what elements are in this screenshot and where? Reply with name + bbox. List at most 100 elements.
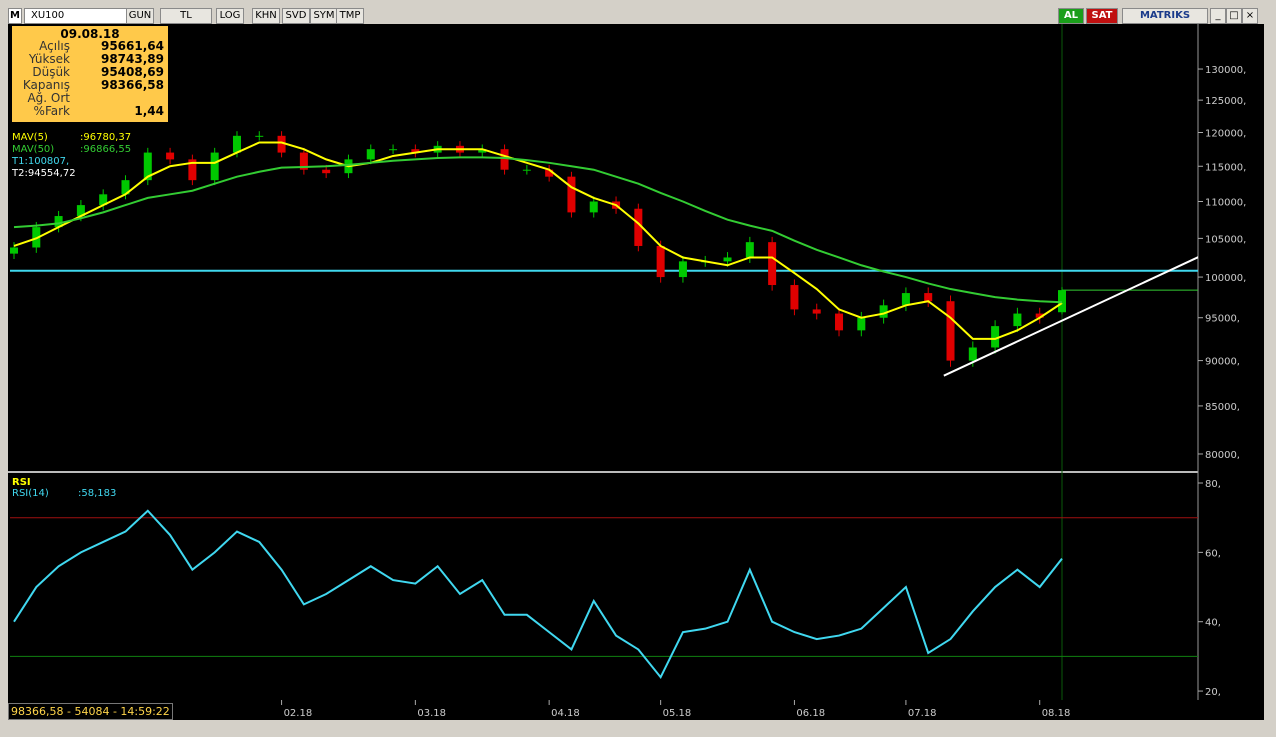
toolbar-button[interactable]: SYM — [310, 8, 338, 24]
candle-body — [54, 216, 63, 228]
y-tick-label: 20, — [1205, 687, 1221, 698]
candle-body — [1058, 290, 1066, 313]
candle-body — [924, 293, 933, 302]
x-tick-label: 04.18 — [551, 708, 580, 719]
y-tick-label: 100000, — [1205, 273, 1246, 284]
x-tick-label: 05.18 — [663, 708, 692, 719]
info-label: Yüksek — [28, 52, 70, 66]
info-row: Kapanış 98366,58 — [12, 79, 168, 92]
info-label: %Fark — [33, 104, 70, 118]
candle-body — [857, 317, 866, 331]
y-tick-label: 90000, — [1205, 357, 1240, 368]
x-tick-label: 08.18 — [1042, 708, 1071, 719]
info-box: 09.08.18 Açılış 95661,64 Yüksek 98743,89 Düş… — [12, 26, 168, 122]
candle-body — [1035, 313, 1044, 318]
candle-body — [901, 293, 910, 306]
toolbar-button[interactable]: TMP — [336, 8, 364, 24]
candle-body — [277, 135, 286, 153]
candle-body — [166, 152, 175, 160]
y-tick-label: 95000, — [1205, 314, 1240, 325]
info-label: Kapanış — [22, 78, 70, 92]
info-label: Ağ. Ort — [27, 91, 70, 105]
annotation: T2:94554,72 — [11, 168, 76, 179]
candle-body — [366, 149, 375, 160]
candle-body — [299, 152, 308, 170]
candle-body — [411, 149, 420, 153]
info-row: Açılış 95661,64 — [12, 40, 168, 53]
status-bar: 98366,58 - 54084 - 14:59:22 — [8, 703, 173, 720]
candle-body — [567, 176, 576, 213]
candle-body — [968, 347, 977, 361]
candle-body — [991, 326, 1000, 348]
maximize[interactable]: □ — [1226, 8, 1242, 24]
legend-name: RSI(14) — [12, 488, 49, 499]
x-tick-label: 02.18 — [284, 708, 313, 719]
y-tick-label: 120000, — [1205, 129, 1246, 140]
logo: M — [8, 8, 22, 24]
candle-body — [879, 305, 888, 318]
series-line — [13, 156, 1063, 304]
candle-body — [232, 135, 241, 153]
candle-body — [500, 149, 509, 170]
minimize[interactable]: _ — [1210, 8, 1226, 24]
candle-body — [99, 194, 108, 206]
axes: 80000, 85000, 90000, 95000, 100000, 105000, 11… — [11, 65, 1246, 719]
buy-button[interactable]: AL — [1058, 8, 1084, 24]
info-value: 98366,58 — [100, 78, 164, 92]
candle-body — [478, 149, 487, 153]
toolbar-button[interactable]: TL — [160, 8, 212, 24]
y-tick-label: 125000, — [1205, 96, 1246, 107]
info-label: Düşük — [32, 65, 70, 79]
annotation: T1:100807, — [11, 156, 69, 167]
y-tick-label: 130000, — [1205, 65, 1246, 76]
brand: MATRIKS — [1122, 8, 1208, 24]
toolbar-button[interactable]: GUN — [126, 8, 154, 24]
toolbar-button[interactable]: SVD — [282, 8, 310, 24]
legend-name: MAV(50) — [12, 144, 54, 155]
legend-name: MAV(5) — [12, 132, 48, 143]
candle-body — [678, 261, 687, 278]
legend-value: :58,183 — [78, 488, 116, 499]
y-tick-label: 40, — [1205, 618, 1221, 629]
legend-value: :96780,37 — [80, 132, 131, 143]
candle-body — [322, 169, 331, 174]
info-date: 09.08.18 — [60, 27, 120, 41]
rsi-panel — [10, 509, 1198, 680]
info-row: Yüksek 98743,89 — [12, 53, 168, 66]
symbol-box[interactable]: XU100 — [24, 8, 132, 24]
time-axis — [8, 700, 1264, 720]
candle-body — [188, 159, 197, 181]
candle-body — [121, 180, 130, 195]
y-tick-label: 115000, — [1205, 162, 1246, 173]
info-row: Ağ. Ort — [12, 92, 168, 105]
panel-title: RSI — [12, 477, 31, 488]
candle-body — [723, 257, 732, 262]
info-value: 95661,64 — [100, 39, 164, 53]
legend-value: :96866,55 — [80, 144, 131, 155]
y-tick-label: 80000, — [1205, 450, 1240, 461]
y-tick-label: 85000, — [1205, 402, 1240, 413]
info-value: 98743,89 — [100, 52, 164, 66]
candle-body — [946, 301, 955, 361]
x-tick-label: 06.18 — [796, 708, 825, 719]
price-panel — [10, 131, 1198, 377]
candle-body — [768, 242, 777, 286]
candle-body — [389, 149, 398, 151]
info-row: Düşük 95408,69 — [12, 66, 168, 79]
close[interactable]: × — [1242, 8, 1258, 24]
toolbar: M XU100 AL SAT MATRIKS _ □ × GUN TL LOG KHN… — [0, 6, 1276, 24]
toolbar-button[interactable]: KHN — [252, 8, 280, 24]
sell-button[interactable]: SAT — [1086, 8, 1118, 24]
info-row: %Fark 1,44 — [12, 105, 168, 118]
candle-body — [10, 247, 18, 254]
y-tick-label: 80, — [1205, 479, 1221, 490]
x-tick-label: 07.18 — [908, 708, 937, 719]
candle-body — [589, 201, 598, 213]
toolbar-button[interactable]: LOG — [216, 8, 244, 24]
candle-body — [656, 245, 665, 278]
trendline — [943, 256, 1198, 377]
x-tick-label: 03.18 — [417, 708, 446, 719]
info-label: Açılış — [39, 39, 70, 53]
